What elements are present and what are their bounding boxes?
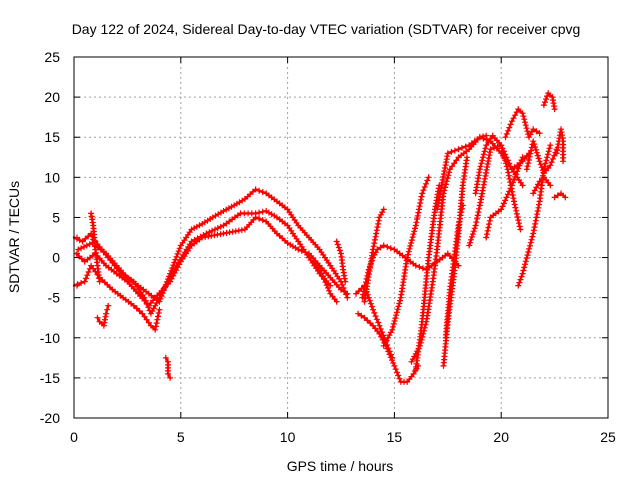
data-point-markers [361,206,387,305]
y-tick-label: -10 [40,330,60,346]
series-line [72,188,349,303]
grid [74,57,608,418]
y-tick-label: 10 [44,169,60,185]
series-track-i [333,238,349,285]
series-track-k [353,282,396,361]
data-point-markers [523,138,560,177]
plot-frame [73,56,609,419]
x-tick-label: 15 [387,429,403,445]
series-track-o [408,134,526,365]
y-tick-label: -15 [40,370,60,386]
series-track-n [380,174,432,349]
series-track-m [361,206,387,305]
series-line [410,135,524,363]
series-track-x [515,142,554,289]
x-tick-label: 25 [600,429,616,445]
series-track-d [72,262,163,333]
data-point-markers [553,126,567,165]
series-track-w [502,106,543,141]
series-track-g [162,354,174,381]
y-axis-title: SDTVAR / TECUs [6,181,22,293]
data-point-markers [530,174,554,197]
series-track-aa [553,126,567,165]
y-tick-label: 5 [52,209,60,225]
data-layer [72,90,569,385]
series-track-v [483,154,526,241]
data-point-markers [540,90,558,113]
y-tick-label: 15 [44,129,60,145]
series-line [361,244,460,299]
data-point-markers [333,238,349,285]
series-track-e [88,210,103,285]
series-track-ab [551,190,569,201]
y-tick-label: -5 [48,290,61,306]
series-track-z [540,90,558,113]
y-tick-label: 25 [44,49,60,65]
data-point-markers [442,202,466,341]
data-point-markers [353,282,396,361]
data-point-markers [88,210,103,285]
chart-title: Day 122 of 2024, Sidereal Day-to-day VTE… [72,21,581,37]
x-tick-label: 0 [70,429,78,445]
data-point-markers [312,258,340,305]
data-point-markers [74,186,351,305]
series-track-y [523,138,560,177]
data-point-markers [74,262,163,333]
series-track-p [412,182,443,373]
x-axis-title: GPS time / hours [287,458,394,474]
series-track-a [72,186,351,305]
y-tick-label: -20 [40,410,60,426]
x-tick-label: 5 [177,429,185,445]
data-point-markers [162,354,174,381]
series-track-h [312,258,340,305]
data-point-markers [380,174,432,349]
series-track-r [442,202,466,341]
data-point-markers [551,190,569,201]
series-line [77,209,332,315]
data-point-markers [502,106,543,141]
data-point-markers [94,302,112,329]
series-track-ac [530,174,554,197]
data-point-markers [75,208,334,317]
data-point-markers [483,154,526,241]
x-tick-label: 10 [280,429,296,445]
x-tick-label: 20 [493,429,509,445]
y-tick-label: 0 [52,250,60,266]
series-track-b [74,214,351,309]
y-tick-label: 20 [44,89,60,105]
series-track-s [434,132,490,213]
data-point-markers [434,132,490,213]
data-point-markers [515,142,554,289]
series-track-c [75,208,334,317]
series-track-f [94,302,112,329]
